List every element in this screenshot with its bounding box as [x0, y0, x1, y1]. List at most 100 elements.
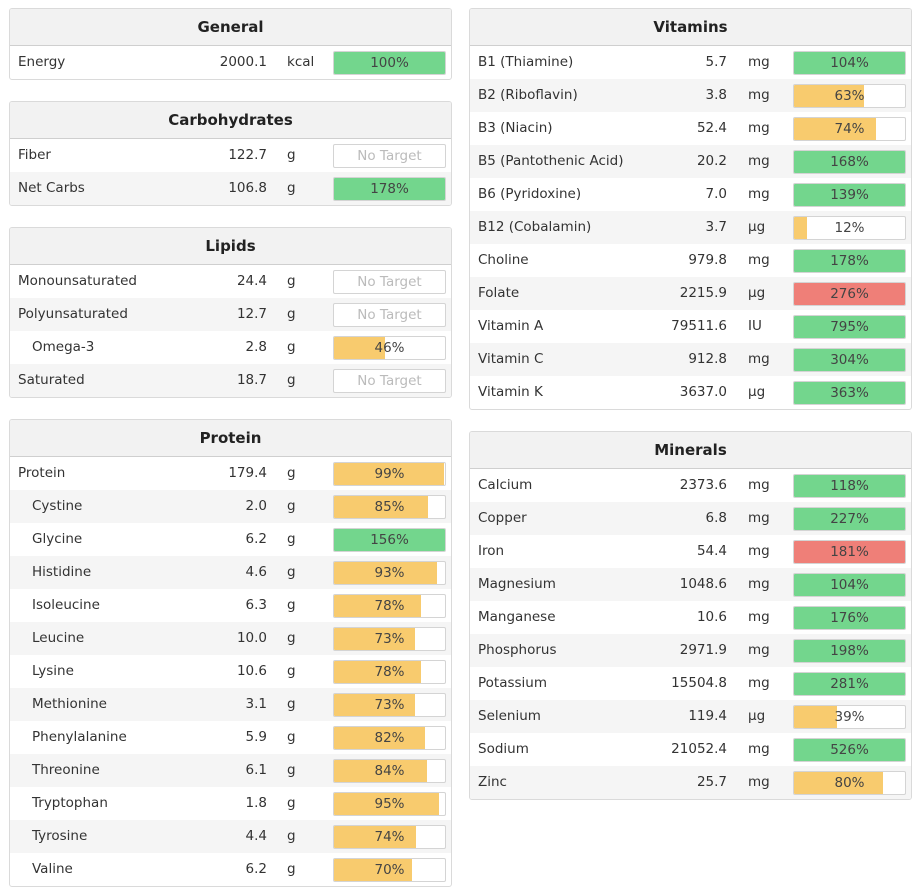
nutrient-unit: mg — [748, 252, 770, 268]
target-progress-bar: No Target — [333, 144, 446, 168]
nutrient-row-omega-3: Omega-3 2.8 g 46% — [10, 331, 451, 364]
target-percent-label: 82% — [374, 730, 405, 746]
target-progress-fill — [334, 178, 445, 200]
nutrient-row-folate: Folate 2215.9 µg 276% — [470, 277, 911, 310]
nutrient-name: Potassium — [478, 675, 548, 691]
target-progress-bar: 227% — [793, 507, 906, 531]
target-percent-label: 74% — [834, 121, 865, 137]
target-progress-fill — [334, 694, 416, 716]
nutrient-row-phenylalanine: Phenylalanine 5.9 g 82% — [10, 721, 451, 754]
nutrient-name: Vitamin K — [478, 384, 543, 400]
nutrient-amount: 6.8 — [705, 510, 727, 526]
nutrient-unit: g — [287, 828, 296, 844]
target-progress-bar: 74% — [333, 825, 446, 849]
nutrient-name: Saturated — [18, 372, 85, 388]
target-progress-bar: 74% — [793, 117, 906, 141]
minerals-rows: Calcium 2373.6 mg 118% Copper 6.8 mg 227% Iron 54… — [470, 469, 911, 799]
target-progress-fill — [334, 661, 421, 683]
target-progress-bar: 99% — [333, 462, 446, 486]
nutrient-row-lysine: Lysine 10.6 g 78% — [10, 655, 451, 688]
nutrient-row-potassium: Potassium 15504.8 mg 281% — [470, 667, 911, 700]
nutrient-name: Vitamin C — [478, 351, 544, 367]
target-progress-fill — [794, 475, 905, 497]
target-progress-bar: 63% — [793, 84, 906, 108]
target-progress-bar: 84% — [333, 759, 446, 783]
nutrient-amount: 52.4 — [696, 120, 727, 136]
nutrient-amount: 15504.8 — [671, 675, 727, 691]
nutrient-row-tyrosine: Tyrosine 4.4 g 74% — [10, 820, 451, 853]
nutrient-row-polyunsaturated: Polyunsaturated 12.7 g No Target — [10, 298, 451, 331]
nutrient-amount: 119.4 — [688, 708, 727, 724]
target-percent-label: 95% — [374, 796, 405, 812]
nutrient-unit: g — [287, 663, 296, 679]
nutrient-amount: 912.8 — [688, 351, 727, 367]
protein-panel: Protein Protein 179.4 g 99% Cystine 2.0 g 85% Gl… — [9, 419, 452, 887]
nutrient-amount: 3.7 — [705, 219, 727, 235]
nutrient-unit: mg — [748, 87, 770, 103]
target-percent-label: 227% — [830, 511, 869, 527]
nutrient-name: B2 (Riboflavin) — [478, 87, 578, 103]
nutrient-unit: mg — [748, 576, 770, 592]
nutrient-amount: 1.8 — [245, 795, 267, 811]
nutrient-row-tryptophan: Tryptophan 1.8 g 95% — [10, 787, 451, 820]
target-percent-label: 78% — [374, 598, 405, 614]
nutrient-name: Manganese — [478, 609, 556, 625]
nutrient-row-b1-thiamine: B1 (Thiamine) 5.7 mg 104% — [470, 46, 911, 79]
protein-rows: Protein 179.4 g 99% Cystine 2.0 g 85% Glycine 6.2… — [10, 457, 451, 886]
target-progress-bar: 304% — [793, 348, 906, 372]
vitamins-rows: B1 (Thiamine) 5.7 mg 104% B2 (Riboflavin) 3.8… — [470, 46, 911, 409]
nutrient-unit: g — [287, 147, 296, 163]
target-percent-label: 70% — [374, 862, 405, 878]
target-progress-bar: 39% — [793, 705, 906, 729]
target-percent-label: 93% — [374, 565, 405, 581]
nutrient-name: Cystine — [32, 498, 83, 514]
target-percent-label: 99% — [374, 466, 405, 482]
nutrient-row-cystine: Cystine 2.0 g 85% — [10, 490, 451, 523]
nutrient-amount: 10.6 — [696, 609, 727, 625]
nutrient-amount: 79511.6 — [671, 318, 727, 334]
nutrient-unit: mg — [748, 543, 770, 559]
nutrient-name: Glycine — [32, 531, 83, 547]
nutrient-unit: µg — [748, 708, 766, 724]
target-percent-label: 74% — [374, 829, 405, 845]
target-percent-label: 46% — [374, 340, 405, 356]
nutrient-row-net-carbs: Net Carbs 106.8 g 178% — [10, 172, 451, 205]
nutrient-unit: g — [287, 861, 296, 877]
general-panel: General Energy 2000.1 kcal 100% — [9, 8, 452, 80]
nutrient-row-b2-riboflavin: B2 (Riboflavin) 3.8 mg 63% — [470, 79, 911, 112]
nutrient-name: Tryptophan — [32, 795, 108, 811]
nutrient-amount: 20.2 — [696, 153, 727, 169]
nutrient-amount: 3637.0 — [679, 384, 727, 400]
nutrient-name: Copper — [478, 510, 527, 526]
minerals-panel-title: Minerals — [470, 432, 911, 469]
target-progress-bar: 78% — [333, 594, 446, 618]
nutrient-unit: kcal — [287, 54, 315, 70]
target-progress-fill — [794, 574, 905, 596]
target-progress-bar: 178% — [793, 249, 906, 273]
nutrient-row-b12-cobalamin: B12 (Cobalamin) 3.7 µg 12% — [470, 211, 911, 244]
nutrient-unit: mg — [748, 642, 770, 658]
nutrient-name: Phosphorus — [478, 642, 557, 658]
lipids-rows: Monounsaturated 24.4 g No Target Polyunsatur… — [10, 265, 451, 397]
nutrient-unit: µg — [748, 219, 766, 235]
target-percent-label: 181% — [830, 544, 869, 560]
nutrient-row-selenium: Selenium 119.4 µg 39% — [470, 700, 911, 733]
nutrient-row-fiber: Fiber 122.7 g No Target — [10, 139, 451, 172]
nutrient-unit: mg — [748, 510, 770, 526]
target-progress-fill — [794, 118, 877, 140]
nutrient-name: Valine — [32, 861, 73, 877]
nutrient-name: Isoleucine — [32, 597, 100, 613]
target-percent-label: No Target — [357, 373, 422, 389]
nutrient-name: B6 (Pyridoxine) — [478, 186, 582, 202]
minerals-panel: Minerals Calcium 2373.6 mg 118% Copper 6.8 mg 2… — [469, 431, 912, 800]
nutrient-unit: mg — [748, 741, 770, 757]
target-progress-bar: 78% — [333, 660, 446, 684]
nutrient-unit: g — [287, 795, 296, 811]
target-progress-bar: 70% — [333, 858, 446, 882]
nutrient-unit: mg — [748, 186, 770, 202]
nutrient-unit: g — [287, 372, 296, 388]
target-progress-bar: 795% — [793, 315, 906, 339]
carbohydrates-panel-title: Carbohydrates — [10, 102, 451, 139]
target-percent-label: 84% — [374, 763, 405, 779]
nutrient-row-sodium: Sodium 21052.4 mg 526% — [470, 733, 911, 766]
